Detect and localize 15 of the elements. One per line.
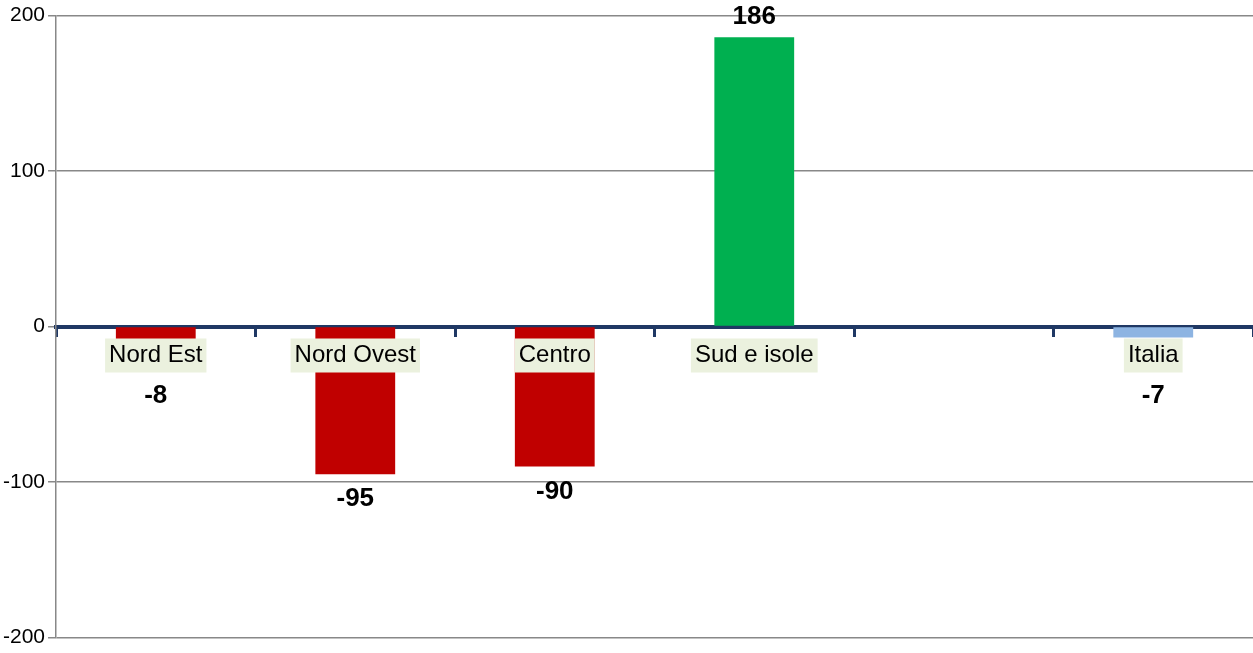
y-tick-label: -200 [3,624,46,648]
data-label: -90 [535,474,574,505]
x-tick-label: Centro [518,340,591,368]
y-tick-label: 0 [33,313,46,337]
x-tick-label: Nord Est [109,340,203,368]
data-label: 186 [732,0,776,30]
x-tick-label: Italia [1127,340,1180,368]
y-tick-label: -100 [3,468,46,492]
x-tick-label: Sud e isole [694,340,814,368]
data-label: -95 [336,482,375,513]
x-tick-label: Nord Ovest [294,340,417,368]
data-label: -8 [144,378,168,409]
y-tick-label: 200 [9,2,46,26]
y-tick-label: 100 [9,157,46,181]
data-label: -7 [1141,378,1165,409]
